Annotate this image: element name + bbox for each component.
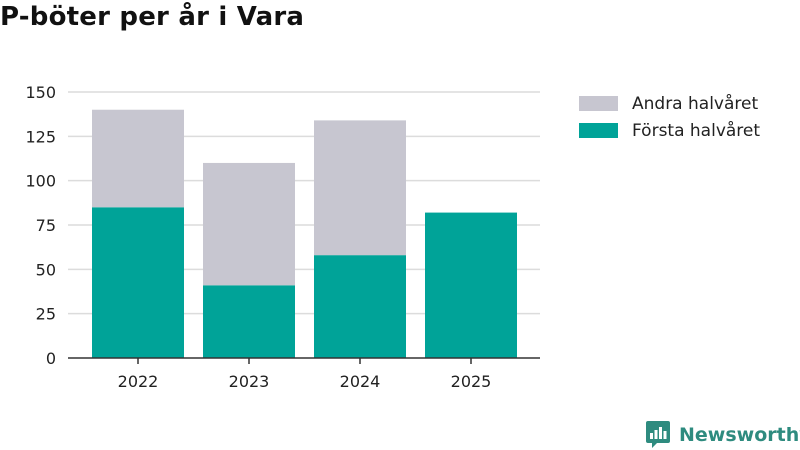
bar-andra-2023	[203, 162, 295, 286]
bars	[92, 109, 517, 358]
bar-forsta-2023	[203, 285, 295, 358]
legend-item-andra: Andra halvåret	[579, 90, 760, 117]
legend-label-andra: Andra halvåret	[632, 93, 759, 114]
stacked-bar-chart: 0 25 50 75 100 125 150 2022 2023 2024 2025	[25, 83, 540, 391]
bar-forsta-2022	[92, 207, 184, 358]
y-tick-label: 50	[36, 260, 56, 279]
bar-forsta-2025	[425, 212, 517, 358]
legend: Andra halvåret Första halvåret	[579, 90, 760, 144]
y-tick-label: 25	[36, 305, 56, 324]
y-tick-label: 125	[25, 127, 56, 146]
x-tick-label: 2023	[229, 372, 270, 391]
bar-andra-2022	[92, 109, 184, 208]
y-tick-label: 0	[46, 349, 56, 368]
chart-title: P-böter per år i Vara	[0, 2, 305, 32]
bar-forsta-2024	[314, 255, 406, 358]
x-axis-tick-labels: 2022 2023 2024 2025	[118, 358, 492, 391]
logo-text: Newsworthy	[679, 424, 800, 446]
x-tick-label: 2022	[118, 372, 159, 391]
bar-andra-2024	[314, 120, 406, 256]
legend-item-forsta: Första halvåret	[579, 117, 760, 144]
y-tick-label: 150	[25, 83, 56, 102]
legend-swatch-andra	[579, 96, 618, 111]
y-axis-tick-labels: 0 25 50 75 100 125 150	[25, 83, 56, 368]
y-tick-label: 75	[36, 216, 56, 235]
legend-label-forsta: Första halvåret	[632, 120, 761, 141]
newsworthy-logo: Newsworthy	[645, 420, 800, 450]
y-tick-label: 100	[25, 172, 56, 191]
bar-chart-speech-bubble-icon	[646, 421, 670, 448]
legend-swatch-forsta	[579, 123, 618, 138]
x-tick-label: 2024	[340, 372, 381, 391]
x-tick-label: 2025	[451, 372, 492, 391]
